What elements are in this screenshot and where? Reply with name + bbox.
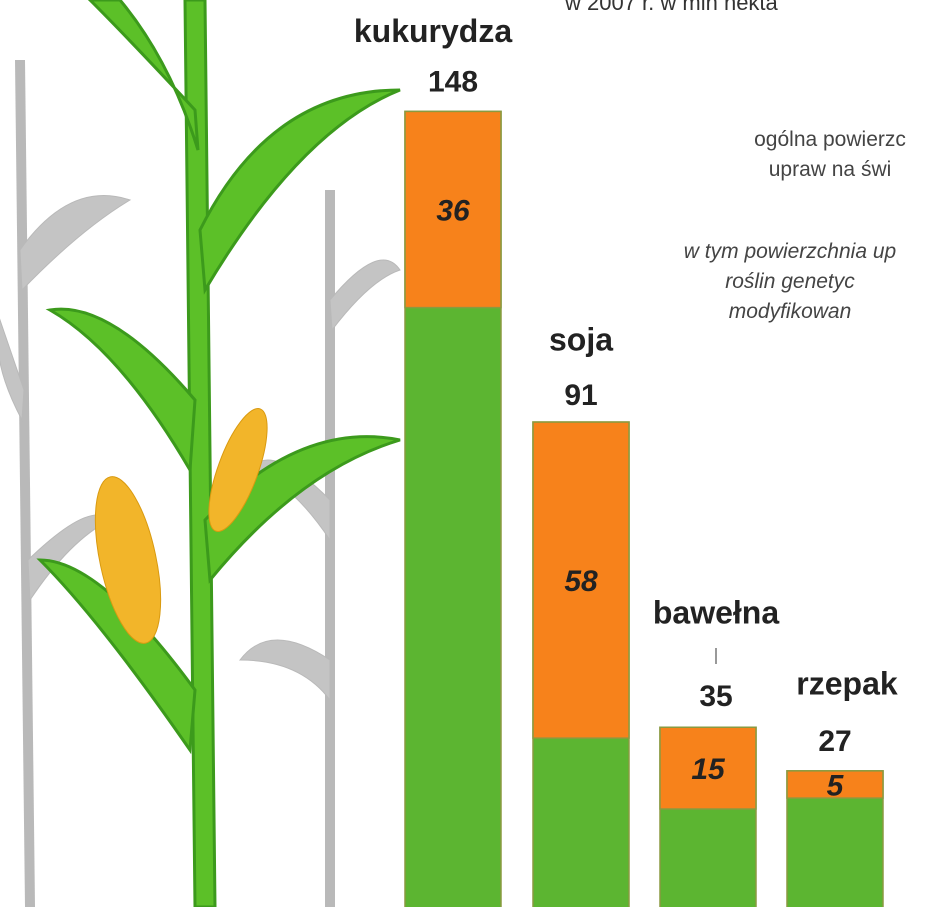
total-label: 27: [818, 725, 851, 758]
chart-title: w 2007 r. w mln hekta: [564, 0, 779, 15]
total-label: 91: [564, 379, 597, 412]
corn-illustration: [0, 0, 400, 907]
gm-label: 36: [436, 194, 470, 227]
category-label: soja: [549, 322, 613, 358]
total-label: 148: [428, 65, 478, 98]
gm-label: 58: [564, 565, 598, 598]
gm-label: 5: [827, 769, 845, 802]
category-label: bawełna: [653, 595, 779, 631]
total-label: 35: [699, 680, 732, 713]
chart: w 2007 r. w mln hekta ogólna powierzcupr…: [0, 0, 951, 907]
gm-label: 15: [691, 753, 726, 786]
category-label: rzepak: [796, 665, 898, 701]
category-label: kukurydza: [354, 13, 512, 49]
